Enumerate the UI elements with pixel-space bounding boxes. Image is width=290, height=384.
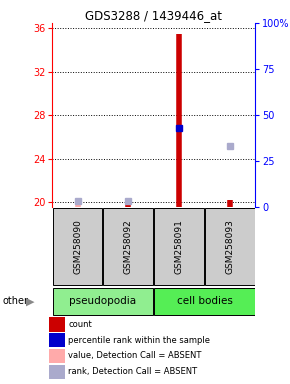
Text: count: count [68, 320, 92, 329]
Text: ▶: ▶ [26, 296, 35, 306]
Bar [53, 208, 102, 285]
Text: value, Detection Call = ABSENT: value, Detection Call = ABSENT [68, 351, 202, 361]
Text: GSM258090: GSM258090 [73, 219, 82, 274]
Text: pseudopodia: pseudopodia [69, 296, 137, 306]
Bar [104, 208, 153, 285]
Text: GSM258091: GSM258091 [175, 219, 184, 274]
Text: other: other [3, 296, 29, 306]
Bar [154, 288, 255, 315]
Text: percentile rank within the sample: percentile rank within the sample [68, 336, 210, 344]
Text: cell bodies: cell bodies [177, 296, 232, 306]
Text: GSM258093: GSM258093 [225, 219, 234, 274]
Bar [154, 208, 204, 285]
Bar [205, 208, 255, 285]
Text: GSM258092: GSM258092 [124, 219, 133, 274]
Title: GDS3288 / 1439446_at: GDS3288 / 1439446_at [85, 9, 222, 22]
Text: rank, Detection Call = ABSENT: rank, Detection Call = ABSENT [68, 367, 197, 376]
Bar [53, 288, 153, 315]
